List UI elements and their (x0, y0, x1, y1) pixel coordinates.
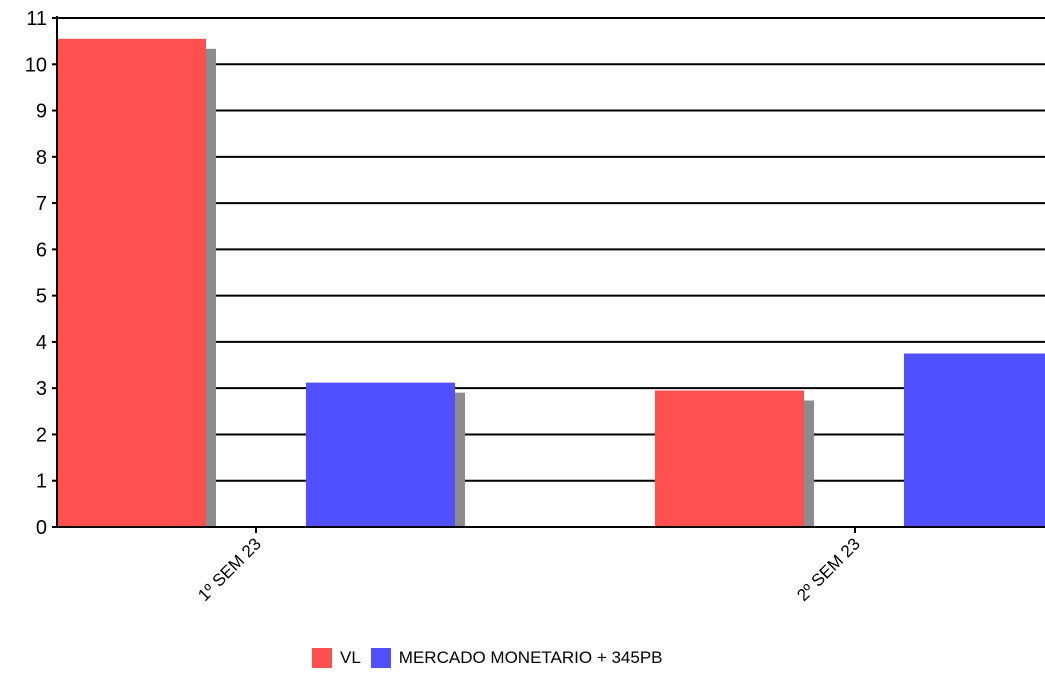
legend-item-mercado: MERCADO MONETARIO + 345PB (370, 648, 663, 668)
y-tick-label: 2 (36, 424, 47, 446)
bar-vl (57, 38, 206, 528)
y-tick-label: 8 (36, 147, 47, 169)
legend-label-mercado: MERCADO MONETARIO + 345PB (398, 648, 663, 667)
bar-vl (655, 390, 804, 527)
y-tick-label: 5 (36, 286, 47, 308)
y-tick-label: 7 (36, 193, 47, 215)
bars (57, 38, 1045, 528)
y-tick-label: 6 (36, 239, 47, 261)
y-tick-label: 9 (36, 101, 47, 123)
y-tick-label: 1 (36, 471, 47, 493)
legend-item-vl: VL (312, 648, 361, 668)
legend-label-vl: VL (340, 648, 361, 667)
bar-mercado (904, 353, 1045, 527)
x-tick-label: 1º SEM 23 (194, 534, 265, 605)
legend: VL MERCADO MONETARIO + 345PB (312, 646, 663, 670)
bar-mercado (306, 382, 455, 527)
legend-swatch-mercado (370, 648, 391, 668)
y-tick-label: 4 (36, 332, 47, 354)
y-tick-label: 3 (36, 378, 47, 400)
y-tick-label: 0 (36, 517, 47, 539)
legend-swatch-vl (312, 648, 332, 668)
gridlines (57, 17, 1045, 482)
x-tick-label: 2º SEM 23 (793, 534, 864, 605)
y-tick-label: 10 (25, 54, 47, 76)
y-tick-label: 11 (26, 8, 47, 30)
